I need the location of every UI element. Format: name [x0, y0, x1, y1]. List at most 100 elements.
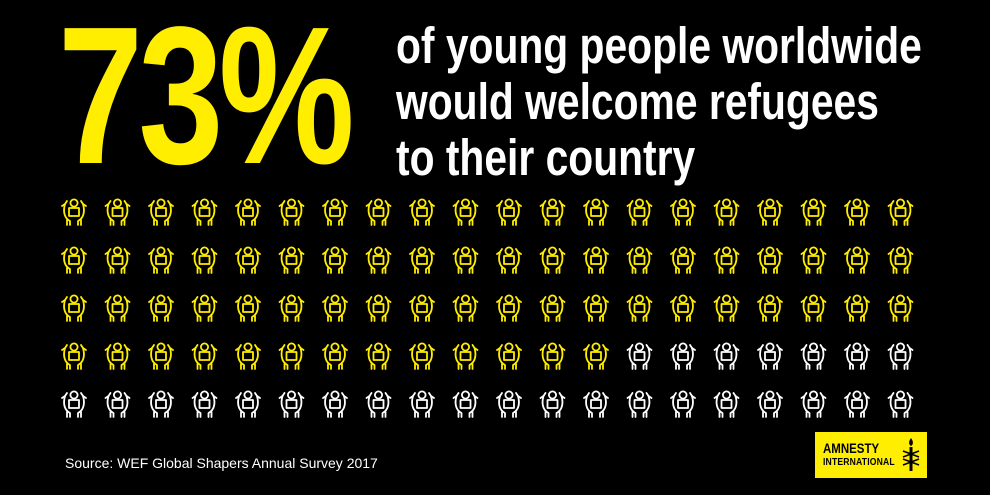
- pictogram-icon-highlighted: [365, 198, 392, 226]
- pictogram-icon-highlighted: [104, 198, 131, 226]
- pictogram-icon-highlighted: [887, 294, 914, 322]
- pictogram-icon-highlighted: [61, 342, 87, 370]
- pictogram-icon-highlighted: [670, 294, 696, 322]
- headline-line-3: to their country: [396, 129, 696, 186]
- pictogram-icon-highlighted: [670, 198, 696, 226]
- pictogram-icon-highlighted: [583, 294, 609, 322]
- pictogram-icon-highlighted: [365, 246, 392, 274]
- pictogram-icon-highlighted: [452, 294, 479, 322]
- pictogram-icon-highlighted: [409, 198, 435, 226]
- pictogram-icon-highlighted: [452, 198, 479, 226]
- pictogram-icon: [61, 390, 87, 418]
- pictogram-icon: [235, 390, 261, 418]
- pictogram-icon: [844, 390, 870, 418]
- pictogram-icon-highlighted: [191, 198, 218, 226]
- pictogram-icon-highlighted: [235, 294, 261, 322]
- pictogram-icon-highlighted: [409, 342, 435, 370]
- pictogram-icon-highlighted: [235, 246, 261, 274]
- pictogram-icon-highlighted: [322, 198, 348, 226]
- pictogram-icon-highlighted: [496, 198, 522, 226]
- pictogram-icon-highlighted: [583, 246, 609, 274]
- pictogram-icon-highlighted: [757, 198, 783, 226]
- pictogram-icon-highlighted: [713, 294, 740, 322]
- pictogram-icon-highlighted: [148, 342, 174, 370]
- pictogram-icon-highlighted: [278, 246, 305, 274]
- pictogram-icon: [539, 390, 566, 418]
- pictogram-icon-highlighted: [713, 198, 740, 226]
- pictogram-icon-highlighted: [844, 246, 870, 274]
- pictogram-icon: [104, 390, 131, 418]
- pictogram-icon: [844, 342, 870, 370]
- pictogram-icon: [148, 390, 174, 418]
- pictogram-icon: [800, 342, 827, 370]
- pictogram-icon-highlighted: [844, 198, 870, 226]
- pictogram-icon: [278, 390, 305, 418]
- pictogram-icon-highlighted: [496, 294, 522, 322]
- pictogram-icon-highlighted: [626, 246, 653, 274]
- pictogram-icon: [322, 390, 348, 418]
- pictogram-icon-highlighted: [887, 246, 914, 274]
- pictogram-icon: [583, 390, 609, 418]
- pictogram-icon: [191, 390, 218, 418]
- pictogram-icon-highlighted: [800, 246, 827, 274]
- pictogram-icon: [713, 342, 740, 370]
- pictogram-icon: [800, 390, 827, 418]
- pictogram-icon-highlighted: [104, 294, 131, 322]
- pictogram-icon-highlighted: [539, 246, 566, 274]
- pictogram-icon-highlighted: [626, 198, 653, 226]
- headline-line-1: of young people worldwide: [396, 17, 922, 74]
- pictogram-icon-highlighted: [539, 342, 566, 370]
- pictogram-icon: [887, 342, 914, 370]
- pictogram-icon-highlighted: [278, 342, 305, 370]
- pictogram-icon-highlighted: [583, 198, 609, 226]
- pictogram-icon-highlighted: [844, 294, 870, 322]
- pictogram-icon: [757, 390, 783, 418]
- pictogram-icon-highlighted: [322, 342, 348, 370]
- pictogram-icon-highlighted: [148, 294, 174, 322]
- pictogram-icon: [713, 390, 740, 418]
- pictogram-icon: [626, 342, 653, 370]
- pictogram-icon-highlighted: [104, 342, 131, 370]
- headline-text: of young people worldwide would welcome …: [396, 18, 922, 186]
- pictogram-icon: [452, 390, 479, 418]
- pictogram-icon-highlighted: [61, 198, 87, 226]
- pictogram-icon-highlighted: [452, 342, 479, 370]
- pictogram-icon-highlighted: [365, 342, 392, 370]
- pictogram-icon: [670, 390, 696, 418]
- pictogram-icon-highlighted: [104, 246, 131, 274]
- pictogram-icon-highlighted: [61, 246, 87, 274]
- headline-stat: 73%: [58, 0, 355, 205]
- pictogram-icon-highlighted: [148, 198, 174, 226]
- pictogram-icon-highlighted: [365, 294, 392, 322]
- pictogram-icon-highlighted: [148, 246, 174, 274]
- pictogram-chart: [61, 198, 914, 418]
- pictogram-icon: [626, 390, 653, 418]
- logo-text: AMNESTY INTERNATIONAL: [823, 441, 895, 469]
- pictogram-icon-highlighted: [235, 342, 261, 370]
- pictogram-icon-highlighted: [452, 246, 479, 274]
- candle-barbed-wire-icon: [902, 438, 920, 471]
- pictogram-icon-highlighted: [191, 294, 218, 322]
- pictogram-icon-highlighted: [757, 246, 783, 274]
- pictogram-icon-highlighted: [278, 294, 305, 322]
- pictogram-icon-highlighted: [61, 294, 87, 322]
- pictogram-icon-highlighted: [322, 294, 348, 322]
- pictogram-icon: [670, 342, 696, 370]
- pictogram-icon-highlighted: [409, 294, 435, 322]
- amnesty-logo: AMNESTY INTERNATIONAL: [815, 432, 927, 478]
- pictogram-icon-highlighted: [626, 294, 653, 322]
- pictogram-icon-highlighted: [191, 246, 218, 274]
- pictogram-icon: [757, 342, 783, 370]
- pictogram-icon-highlighted: [800, 294, 827, 322]
- logo-line-1: AMNESTY: [823, 440, 880, 456]
- logo-line-2: INTERNATIONAL: [823, 456, 895, 468]
- pictogram-icon-highlighted: [322, 246, 348, 274]
- pictogram-icon: [887, 390, 914, 418]
- pictogram-icon-highlighted: [800, 198, 827, 226]
- pictogram-icon: [409, 390, 435, 418]
- source-note: Source: WEF Global Shapers Annual Survey…: [65, 455, 378, 471]
- pictogram-icon-highlighted: [496, 246, 522, 274]
- pictogram-icon-highlighted: [539, 294, 566, 322]
- pictogram-icon-highlighted: [496, 342, 522, 370]
- headline-line-2: would welcome refugees: [396, 73, 879, 130]
